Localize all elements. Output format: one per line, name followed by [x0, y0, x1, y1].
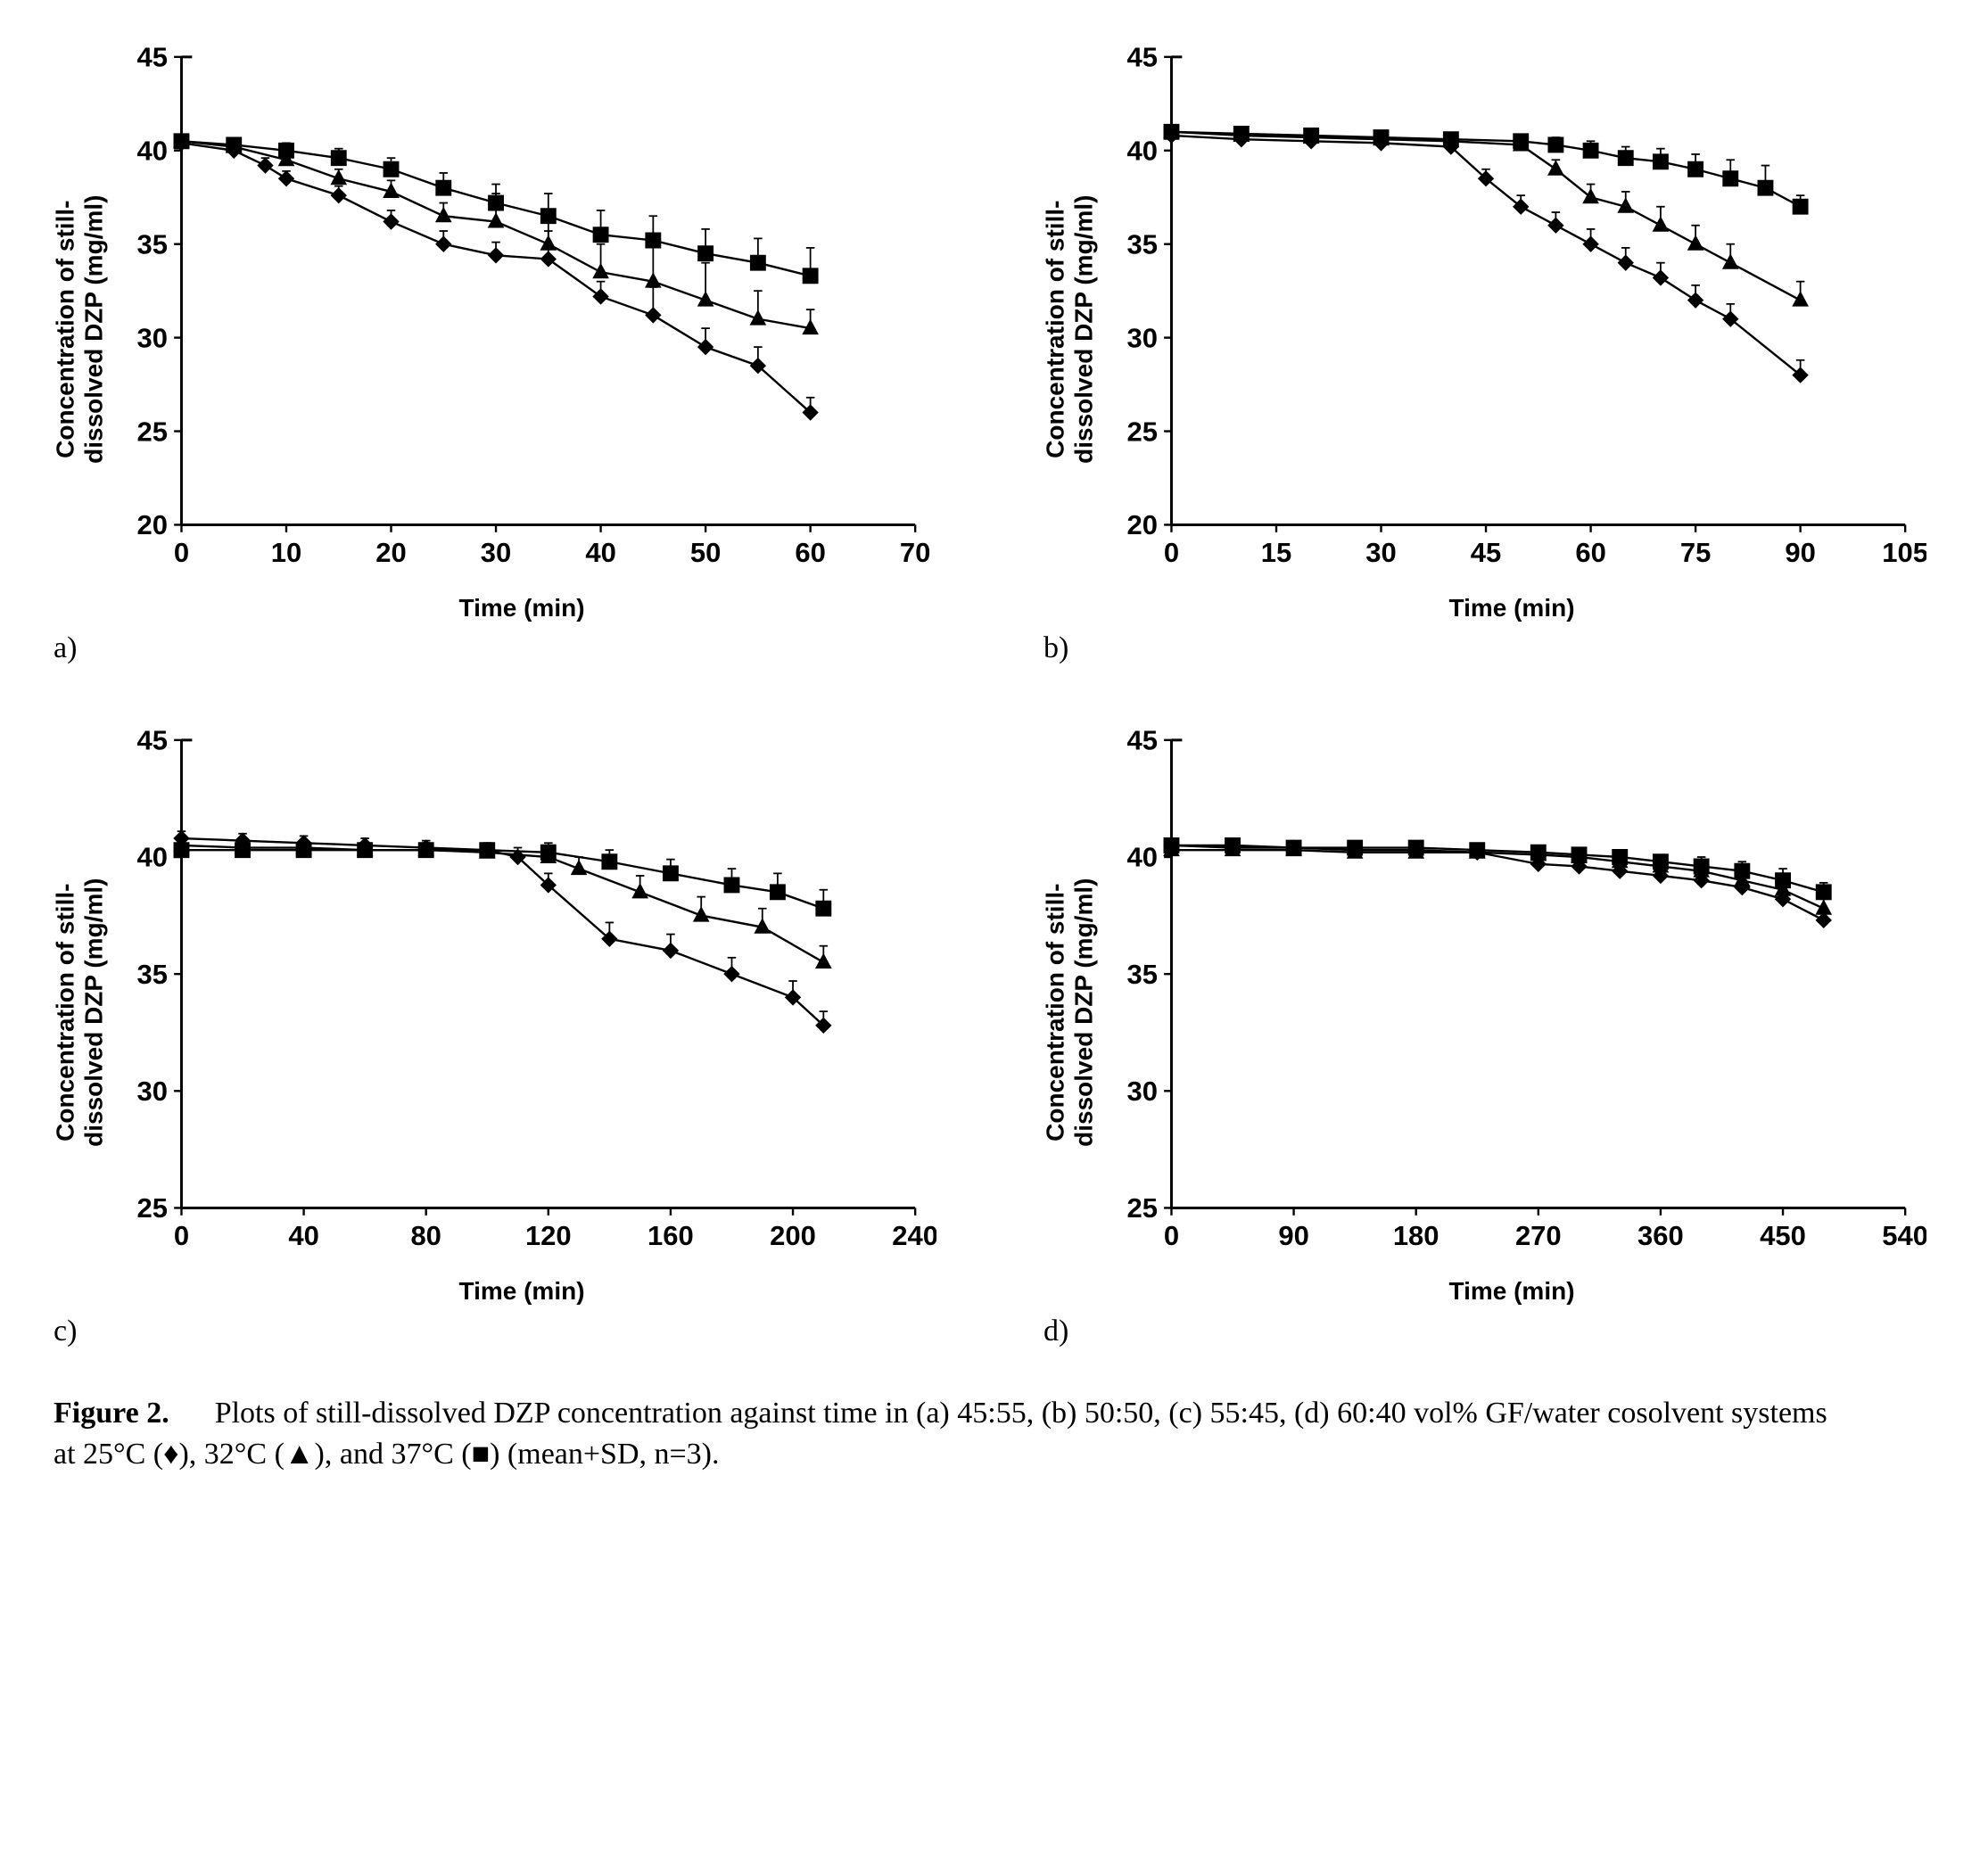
y-axis-label: Concentration of still-dissolved DZP (mg…	[1042, 194, 1099, 463]
panel-c: Concentration of still-dissolved DZP (mg…	[54, 719, 936, 1348]
svg-text:270: 270	[1515, 1220, 1562, 1251]
svg-text:540: 540	[1882, 1220, 1926, 1251]
svg-text:40: 40	[136, 842, 167, 873]
y-axis-label: Concentration of still-dissolved DZP (mg…	[52, 194, 109, 463]
y-axis-label-wrap: Concentration of still-dissolved DZP (mg…	[54, 719, 107, 1306]
svg-text:0: 0	[174, 1220, 189, 1251]
panel-letter: b)	[1043, 631, 1926, 665]
svg-text:35: 35	[136, 228, 167, 260]
svg-text:40: 40	[1126, 136, 1157, 167]
svg-text:50: 50	[690, 537, 721, 568]
svg-text:90: 90	[1278, 1220, 1308, 1251]
x-axis-label: Time (min)	[1097, 594, 1926, 622]
y-axis-label-wrap: Concentration of still-dissolved DZP (mg…	[1043, 719, 1097, 1306]
svg-text:45: 45	[1471, 537, 1501, 568]
svg-text:25: 25	[1126, 416, 1157, 447]
svg-text:240: 240	[892, 1220, 936, 1251]
svg-text:30: 30	[136, 322, 167, 353]
svg-text:45: 45	[1126, 725, 1157, 756]
svg-text:25: 25	[1126, 1192, 1157, 1224]
figure-2: Concentration of still-dissolved DZP (mg…	[54, 36, 1926, 1475]
svg-text:360: 360	[1637, 1220, 1684, 1251]
x-axis-label: Time (min)	[107, 1277, 936, 1306]
y-axis-label-wrap: Concentration of still-dissolved DZP (mg…	[54, 36, 107, 622]
plot-d: 2530354045090180270360450540	[1097, 719, 1926, 1272]
svg-text:120: 120	[525, 1220, 572, 1251]
panel-letter: c)	[54, 1315, 936, 1348]
svg-text:35: 35	[1126, 228, 1157, 260]
panel-a: Concentration of still-dissolved DZP (mg…	[54, 36, 936, 665]
svg-text:20: 20	[375, 537, 406, 568]
svg-text:450: 450	[1760, 1220, 1806, 1251]
panel-d: Concentration of still-dissolved DZP (mg…	[1043, 719, 1926, 1348]
svg-text:20: 20	[136, 509, 167, 540]
svg-text:30: 30	[136, 1076, 167, 1107]
plot-c: 25 30 35 40 45 0 40 80 120 160 200 240	[107, 719, 936, 1272]
svg-text:40: 40	[585, 537, 615, 568]
svg-text:10: 10	[271, 537, 301, 568]
svg-text:45: 45	[136, 42, 167, 73]
svg-text:35: 35	[136, 959, 167, 990]
panel-letter: a)	[54, 631, 936, 665]
plot-a: 20 25 30 35 40 45 0 10 20 30 40 50 60 70	[107, 36, 936, 589]
svg-text:30: 30	[1126, 1076, 1157, 1107]
svg-text:70: 70	[900, 537, 930, 568]
svg-text:40: 40	[136, 136, 167, 167]
y-axis-label: Concentration of still-dissolved DZP (mg…	[1042, 878, 1099, 1146]
svg-text:30: 30	[1126, 322, 1157, 353]
x-axis-label: Time (min)	[107, 594, 936, 622]
plot-b: 20 25 30 35 40 45 0 15 30 45 60 75 90 105	[1097, 36, 1926, 589]
svg-text:0: 0	[1164, 1220, 1179, 1251]
svg-text:30: 30	[481, 537, 511, 568]
svg-text:0: 0	[174, 537, 189, 568]
svg-text:15: 15	[1261, 537, 1291, 568]
svg-text:25: 25	[136, 416, 167, 447]
svg-text:180: 180	[1393, 1220, 1439, 1251]
svg-text:0: 0	[1164, 537, 1179, 568]
svg-text:60: 60	[795, 537, 825, 568]
svg-text:60: 60	[1575, 537, 1605, 568]
figure-label: Figure 2.	[54, 1397, 169, 1430]
panel-letter: d)	[1043, 1315, 1926, 1348]
svg-text:20: 20	[1126, 509, 1157, 540]
svg-text:30: 30	[1365, 537, 1396, 568]
svg-text:35: 35	[1126, 959, 1157, 990]
svg-text:45: 45	[136, 725, 167, 756]
svg-text:45: 45	[1126, 42, 1157, 73]
y-axis-label-wrap: Concentration of still-dissolved DZP (mg…	[1043, 36, 1097, 622]
panel-grid: Concentration of still-dissolved DZP (mg…	[54, 36, 1926, 1348]
panel-b: Concentration of still-dissolved DZP (mg…	[1043, 36, 1926, 665]
svg-text:25: 25	[136, 1192, 167, 1224]
svg-text:75: 75	[1680, 537, 1711, 568]
y-axis-label: Concentration of still-dissolved DZP (mg…	[52, 878, 109, 1146]
svg-text:40: 40	[288, 1220, 318, 1251]
x-axis-label: Time (min)	[1097, 1277, 1926, 1306]
svg-text:160: 160	[648, 1220, 694, 1251]
svg-text:90: 90	[1785, 537, 1815, 568]
svg-text:40: 40	[1126, 842, 1157, 873]
figure-caption: Figure 2. Plots of still-dissolved DZP c…	[54, 1393, 1837, 1475]
caption-text: Plots of still-dissolved DZP concentrati…	[54, 1397, 1827, 1471]
svg-text:80: 80	[410, 1220, 441, 1251]
svg-text:200: 200	[770, 1220, 816, 1251]
svg-text:105: 105	[1882, 537, 1926, 568]
